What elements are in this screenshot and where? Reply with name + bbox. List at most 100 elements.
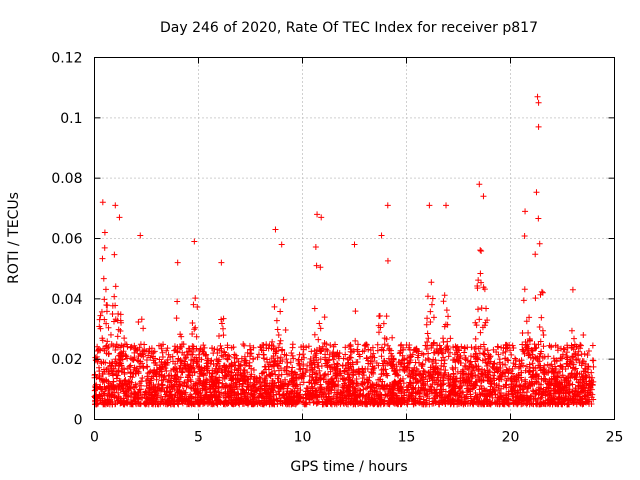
data-point [256, 374, 263, 381]
data-point [381, 335, 388, 342]
data-point [96, 368, 103, 375]
data-point [524, 347, 531, 354]
data-point [268, 370, 275, 377]
data-point [301, 354, 308, 361]
data-point [377, 376, 384, 383]
data-point [121, 378, 128, 385]
data-point [230, 344, 237, 351]
data-point [565, 374, 572, 381]
data-point [502, 373, 509, 380]
data-point [122, 381, 129, 388]
data-point [372, 399, 379, 406]
data-point [587, 390, 594, 397]
data-point [430, 365, 437, 372]
data-point [231, 359, 238, 366]
data-point [257, 344, 264, 351]
data-point [580, 384, 587, 391]
data-point [380, 320, 387, 327]
data-point [216, 356, 223, 363]
data-point [190, 343, 197, 350]
data-point [194, 397, 201, 404]
data-point [297, 387, 304, 394]
data-point [377, 324, 384, 331]
data-point [398, 341, 405, 348]
data-point [582, 361, 589, 368]
data-point [279, 392, 286, 399]
data-point [406, 346, 413, 353]
data-point [306, 373, 313, 380]
data-point [97, 312, 104, 319]
data-point [147, 354, 154, 361]
data-point [528, 400, 535, 407]
data-point [487, 386, 494, 393]
data-point [228, 377, 235, 384]
data-point [158, 393, 165, 400]
x-tick-label: 20 [502, 430, 520, 446]
data-point [565, 382, 572, 389]
data-point [129, 400, 136, 407]
data-point [98, 386, 105, 393]
data-point [362, 342, 369, 349]
data-point [447, 335, 454, 342]
data-point [176, 378, 183, 385]
data-point [555, 395, 562, 402]
data-point [102, 376, 109, 383]
data-point [502, 348, 509, 355]
data-point [211, 388, 218, 395]
data-point [424, 378, 431, 385]
data-point [502, 381, 509, 388]
plot-frame [94, 57, 615, 420]
data-point [362, 393, 369, 400]
data-point [387, 396, 394, 403]
data-point [251, 400, 258, 407]
data-point [112, 363, 119, 370]
data-point [150, 382, 157, 389]
data-point [547, 400, 554, 407]
data-point [522, 339, 529, 346]
data-point [309, 374, 316, 381]
data-point [109, 359, 116, 366]
data-point [499, 350, 506, 357]
data-point [547, 390, 554, 397]
data-point [468, 397, 475, 404]
data-point [253, 387, 260, 394]
data-point [551, 399, 558, 406]
data-point [145, 370, 152, 377]
data-point [167, 354, 174, 361]
data-point [232, 352, 239, 359]
data-point [255, 394, 262, 401]
data-point [202, 392, 209, 399]
data-point [313, 262, 320, 269]
data-point [521, 286, 528, 293]
data-point [130, 370, 137, 377]
data-point [365, 346, 372, 353]
data-point [454, 401, 461, 408]
data-point [445, 383, 452, 390]
data-point [281, 397, 288, 404]
data-point [406, 354, 413, 361]
data-point [563, 395, 570, 402]
data-point [140, 348, 147, 355]
data-point [452, 381, 459, 388]
data-point [340, 376, 347, 383]
data-point [572, 385, 579, 392]
data-point [158, 377, 165, 384]
data-point [529, 387, 536, 394]
data-point [253, 386, 260, 393]
data-point [586, 378, 593, 385]
data-point [457, 379, 464, 386]
data-point [451, 351, 458, 358]
data-point [231, 389, 238, 396]
data-point [212, 397, 219, 404]
data-point [92, 371, 99, 378]
data-point [469, 363, 476, 370]
data-point [99, 255, 106, 262]
data-point [472, 335, 479, 342]
data-point [171, 396, 178, 403]
data-point [289, 400, 296, 407]
data-point [308, 380, 315, 387]
data-point [300, 379, 307, 386]
data-point [464, 357, 471, 364]
data-point [135, 318, 142, 325]
data-point [104, 338, 111, 345]
